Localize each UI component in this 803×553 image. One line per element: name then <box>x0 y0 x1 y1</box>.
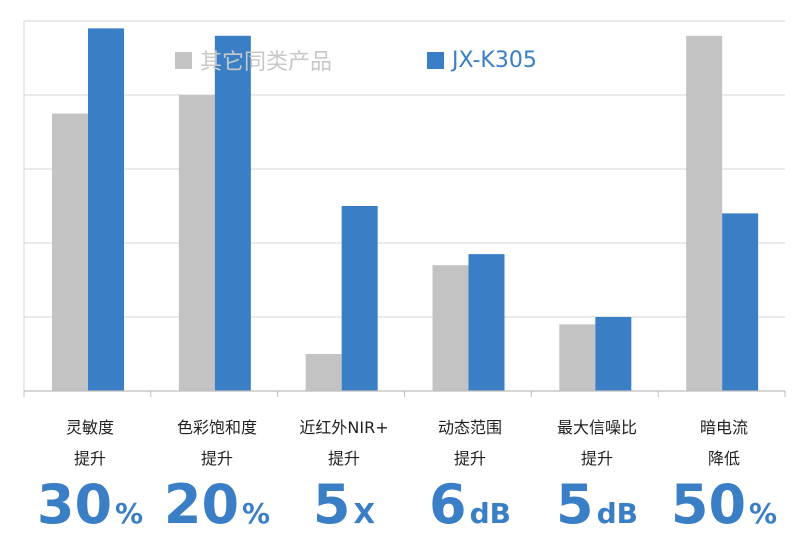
bar-jx-k305-4 <box>595 317 632 391</box>
legend-item-other-products: 其它同类产品 <box>175 44 332 76</box>
improvement-stat-dark-current: 50% <box>649 470 799 553</box>
legend-swatch-gray <box>175 51 192 69</box>
category-label-line1: 暗电流 <box>699 418 748 437</box>
bar-jx-k305-0 <box>88 28 124 392</box>
bar-other-products-0 <box>52 113 88 391</box>
category-label-line2: 提升 <box>327 449 360 468</box>
bar-jx-k305-1 <box>214 35 251 392</box>
category-label-line1: 动态范围 <box>437 418 502 437</box>
stat-unit: % <box>749 497 778 530</box>
category-label-line2: 提升 <box>580 449 613 468</box>
category-label-sensitivity: 灵敏度 提升 <box>20 412 160 474</box>
category-label-line2: 提升 <box>453 449 486 468</box>
stat-unit: % <box>242 497 271 530</box>
comparison-bar-chart <box>23 20 786 397</box>
category-label-line1: 近红外NIR+ <box>299 418 389 437</box>
improvement-stat-dynamic-range: 6 dB <box>395 470 545 553</box>
legend-item-jx-k305: JX-K305 <box>427 44 537 76</box>
category-label-dark-current: 暗电流 降低 <box>654 412 794 474</box>
stat-value: 30 <box>36 473 113 536</box>
improvement-stat-color-saturation: 20% <box>142 470 292 553</box>
stat-value: 50 <box>670 473 747 536</box>
bar-other-products-5 <box>686 35 723 392</box>
bar-other-products-1 <box>178 95 215 391</box>
legend-swatch-blue <box>427 51 444 69</box>
stat-value: 5 <box>312 473 351 536</box>
category-label-color-saturation: 色彩饱和度 提升 <box>147 412 287 474</box>
bar-other-products-3 <box>432 265 469 391</box>
improvement-stat-sensitivity: 30% <box>15 470 165 553</box>
category-label-dynamic-range: 动态范围 提升 <box>400 412 540 474</box>
category-label-line1: 灵敏度 <box>65 418 114 437</box>
category-label-line2: 提升 <box>200 449 233 468</box>
category-label-line1: 最大信噪比 <box>556 418 637 437</box>
stat-unit: dB <box>469 497 511 530</box>
bar-jx-k305-5 <box>722 213 759 391</box>
stat-value: 5 <box>556 473 594 536</box>
improvement-stat-snr: 5 dB <box>522 470 672 553</box>
bar-other-products-4 <box>559 324 596 391</box>
stat-value: 6 <box>429 473 467 536</box>
category-label-line1: 色彩饱和度 <box>176 418 257 437</box>
stat-value: 20 <box>163 473 240 536</box>
legend-label: JX-K305 <box>452 47 537 73</box>
axis-layer <box>23 21 786 397</box>
stat-unit: dB <box>596 497 638 530</box>
category-label-line2: 提升 <box>73 449 106 468</box>
grid-layer <box>24 20 785 392</box>
stat-unit: X <box>353 497 376 530</box>
category-label-snr: 最大信噪比 提升 <box>527 412 667 474</box>
legend-label: 其它同类产品 <box>200 50 333 75</box>
stat-unit: % <box>115 497 144 530</box>
category-label-line2: 降低 <box>707 449 740 468</box>
bar-jx-k305-2 <box>341 206 378 391</box>
bar-other-products-2 <box>305 354 342 391</box>
category-label-nir: 近红外NIR+ 提升 <box>274 412 414 474</box>
bar-layer <box>52 28 759 392</box>
bar-jx-k305-3 <box>468 254 505 391</box>
